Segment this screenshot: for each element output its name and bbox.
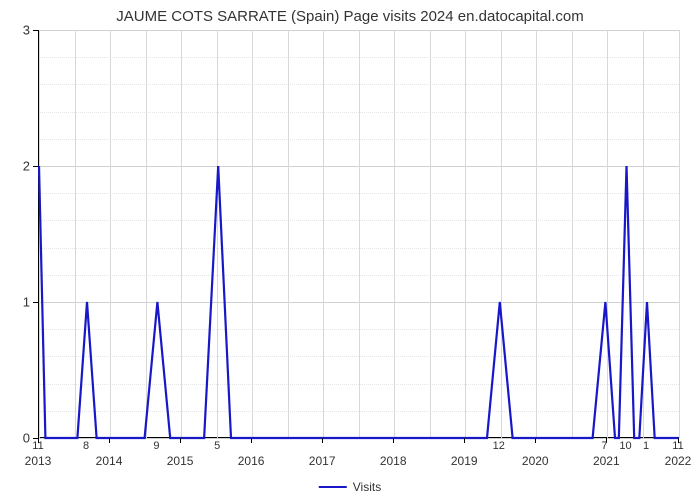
x-axis-year-label: 2022 [665, 454, 692, 468]
x-axis-count-label: 8 [83, 440, 89, 452]
y-axis-tick [33, 30, 38, 31]
y-axis-label: 0 [0, 431, 30, 446]
x-axis-year-label: 2017 [309, 454, 336, 468]
x-axis-count-label: 1 [643, 440, 649, 452]
visits-line [39, 166, 679, 438]
x-axis-count-label: 9 [153, 440, 159, 452]
x-axis-tick [180, 438, 181, 443]
x-axis-count-label: 11 [32, 440, 43, 452]
x-axis-year-label: 2015 [167, 454, 194, 468]
x-axis-year-label: 2021 [593, 454, 620, 468]
x-axis-count-label: 10 [619, 440, 631, 452]
x-axis-tick [251, 438, 252, 443]
x-axis-tick [393, 438, 394, 443]
x-axis-year-label: 2016 [238, 454, 265, 468]
grid-line-vertical [679, 30, 680, 438]
x-axis-tick [322, 438, 323, 443]
y-axis-tick [33, 302, 38, 303]
x-axis-year-label: 2013 [25, 454, 52, 468]
legend: Visits [319, 480, 381, 494]
legend-swatch [319, 486, 347, 488]
x-axis-count-label: 5 [214, 440, 220, 452]
x-axis-count-label: 7 [601, 440, 607, 452]
x-axis-tick [109, 438, 110, 443]
legend-label: Visits [353, 480, 381, 494]
plot-area [38, 30, 678, 438]
x-axis-year-label: 2018 [380, 454, 407, 468]
line-series [39, 30, 679, 438]
x-axis-year-label: 2019 [451, 454, 478, 468]
y-axis-label: 3 [0, 23, 30, 38]
y-axis-tick [33, 166, 38, 167]
x-axis-tick [535, 438, 536, 443]
y-axis-label: 2 [0, 159, 30, 174]
x-axis-tick [464, 438, 465, 443]
chart-title: JAUME COTS SARRATE (Spain) Page visits 2… [0, 0, 700, 25]
y-axis-label: 1 [0, 295, 30, 310]
x-axis-count-label: 11 [672, 440, 683, 452]
chart-container: 0123 20132014201520162017201820192020202… [38, 30, 678, 438]
x-axis-year-label: 2020 [522, 454, 549, 468]
x-axis-year-label: 2014 [96, 454, 123, 468]
x-axis-count-label: 12 [493, 440, 505, 452]
